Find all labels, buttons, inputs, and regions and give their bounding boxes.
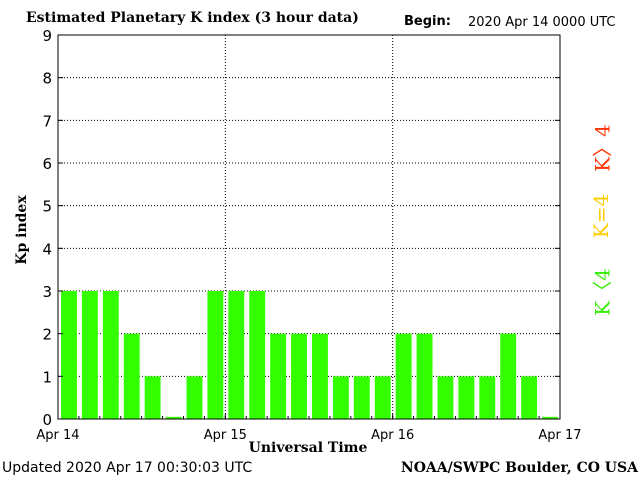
y-tick-label: 2 bbox=[42, 326, 52, 344]
y-tick-label: 4 bbox=[42, 240, 52, 258]
y-tick-label: 6 bbox=[42, 155, 52, 173]
kp-bar bbox=[500, 333, 517, 419]
begin-value: 2020 Apr 14 0000 UTC bbox=[468, 15, 616, 30]
kp-bar bbox=[416, 333, 433, 419]
y-tick-label: 8 bbox=[42, 70, 52, 88]
kp-bar bbox=[458, 376, 475, 419]
kp-bar bbox=[542, 416, 558, 419]
kp-bar bbox=[165, 416, 182, 419]
kp-bar bbox=[123, 333, 140, 419]
kp-bar bbox=[249, 291, 266, 419]
kp-bar bbox=[353, 376, 370, 419]
kp-bar bbox=[81, 291, 98, 419]
kp-bar bbox=[207, 291, 224, 419]
kp-bar bbox=[228, 291, 245, 419]
x-tick-label: Apr 17 bbox=[538, 428, 581, 443]
kp-bar bbox=[186, 376, 203, 419]
y-tick-label: 3 bbox=[42, 283, 52, 301]
legend-k-greater-than-4: K〉4 bbox=[590, 124, 615, 172]
updated-timestamp: Updated 2020 Apr 17 00:30:03 UTC bbox=[2, 460, 253, 476]
y-tick-label: 1 bbox=[42, 368, 52, 386]
kp-bar bbox=[312, 333, 328, 419]
kp-bar bbox=[374, 376, 391, 419]
y-tick-label: 9 bbox=[42, 27, 52, 45]
kp-bar bbox=[61, 291, 77, 419]
legend-k-equals-4: K=4 bbox=[589, 193, 613, 239]
y-axis-label: Kp index bbox=[14, 195, 30, 265]
y-tick-label: 5 bbox=[42, 198, 52, 216]
y-tick-label: 0 bbox=[42, 411, 52, 429]
x-tick-label: Apr 14 bbox=[36, 428, 79, 443]
kp-bar bbox=[291, 333, 307, 419]
x-tick-label: Apr 15 bbox=[204, 428, 247, 443]
kp-bar bbox=[437, 376, 454, 419]
kp-bar bbox=[479, 376, 496, 419]
kp-bar bbox=[395, 333, 412, 419]
kp-bar bbox=[521, 376, 538, 419]
x-tick-label: Apr 16 bbox=[371, 428, 414, 443]
legend-k-less-than-4: K〈4 bbox=[590, 268, 615, 316]
begin-label: Begin: bbox=[404, 14, 451, 29]
kp-bar bbox=[270, 333, 287, 419]
kp-bar bbox=[144, 376, 161, 419]
kp-bar bbox=[102, 291, 119, 419]
chart-title: Estimated Planetary K index (3 hour data… bbox=[26, 10, 359, 26]
x-axis-label: Universal Time bbox=[248, 440, 368, 456]
kp-bar bbox=[332, 376, 349, 419]
credit-text: NOAA/SWPC Boulder, CO USA bbox=[400, 460, 638, 476]
y-tick-label: 7 bbox=[42, 112, 52, 130]
